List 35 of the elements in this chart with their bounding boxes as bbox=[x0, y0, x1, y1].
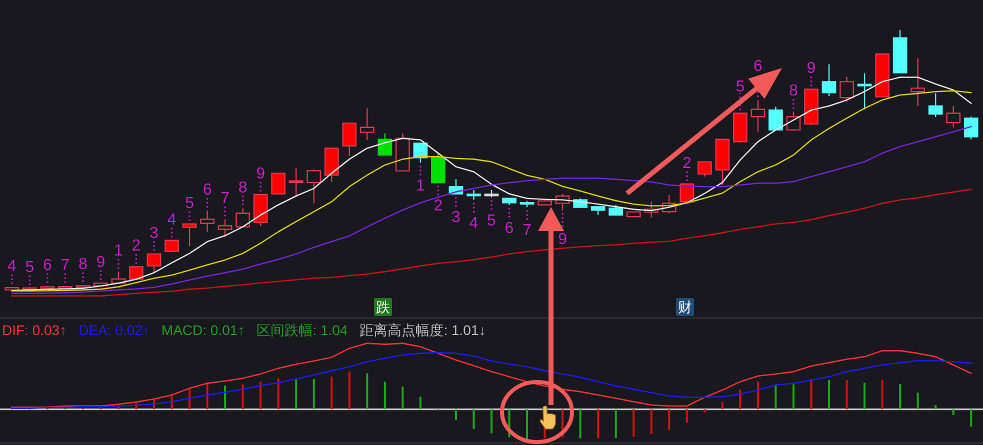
text: 2 bbox=[132, 238, 141, 255]
text: 9 bbox=[96, 254, 106, 271]
text: 4 bbox=[167, 211, 176, 228]
text: 6 bbox=[504, 220, 514, 237]
text: 4 bbox=[7, 258, 16, 276]
text: 5 bbox=[736, 78, 745, 96]
text: 8 bbox=[78, 256, 88, 273]
text: 6 bbox=[754, 58, 762, 75]
text: 5 bbox=[25, 259, 34, 276]
text: 4 bbox=[469, 214, 478, 232]
text: 5 bbox=[185, 194, 194, 212]
text: 6 bbox=[42, 257, 52, 274]
text: DIF: 0.03↑ bbox=[2, 322, 67, 338]
text: 2 bbox=[434, 198, 443, 215]
text: 8 bbox=[789, 82, 798, 100]
text: DEA: 0.02↑ bbox=[78, 322, 150, 338]
text: 跌 bbox=[376, 299, 390, 315]
text: 1 bbox=[114, 242, 123, 260]
text: 7 bbox=[522, 222, 532, 240]
text: 9 bbox=[558, 231, 568, 248]
text: MACD: 0.01↑ bbox=[161, 322, 245, 338]
text: 3 bbox=[452, 208, 460, 226]
text: 距离高点幅度: 1.01↓ bbox=[360, 322, 486, 338]
text: 财 bbox=[678, 299, 692, 315]
text: 8 bbox=[238, 179, 248, 196]
text: 7 bbox=[220, 190, 230, 208]
text: 区间跌幅: 1.04 bbox=[256, 322, 348, 338]
text: 2 bbox=[682, 154, 692, 172]
text: 6 bbox=[202, 182, 212, 199]
text: 9 bbox=[806, 60, 816, 78]
text: 5 bbox=[487, 212, 496, 230]
text: 1 bbox=[416, 178, 425, 195]
text: 9 bbox=[256, 165, 266, 182]
text: 7 bbox=[60, 257, 70, 274]
text: 3 bbox=[150, 224, 158, 242]
